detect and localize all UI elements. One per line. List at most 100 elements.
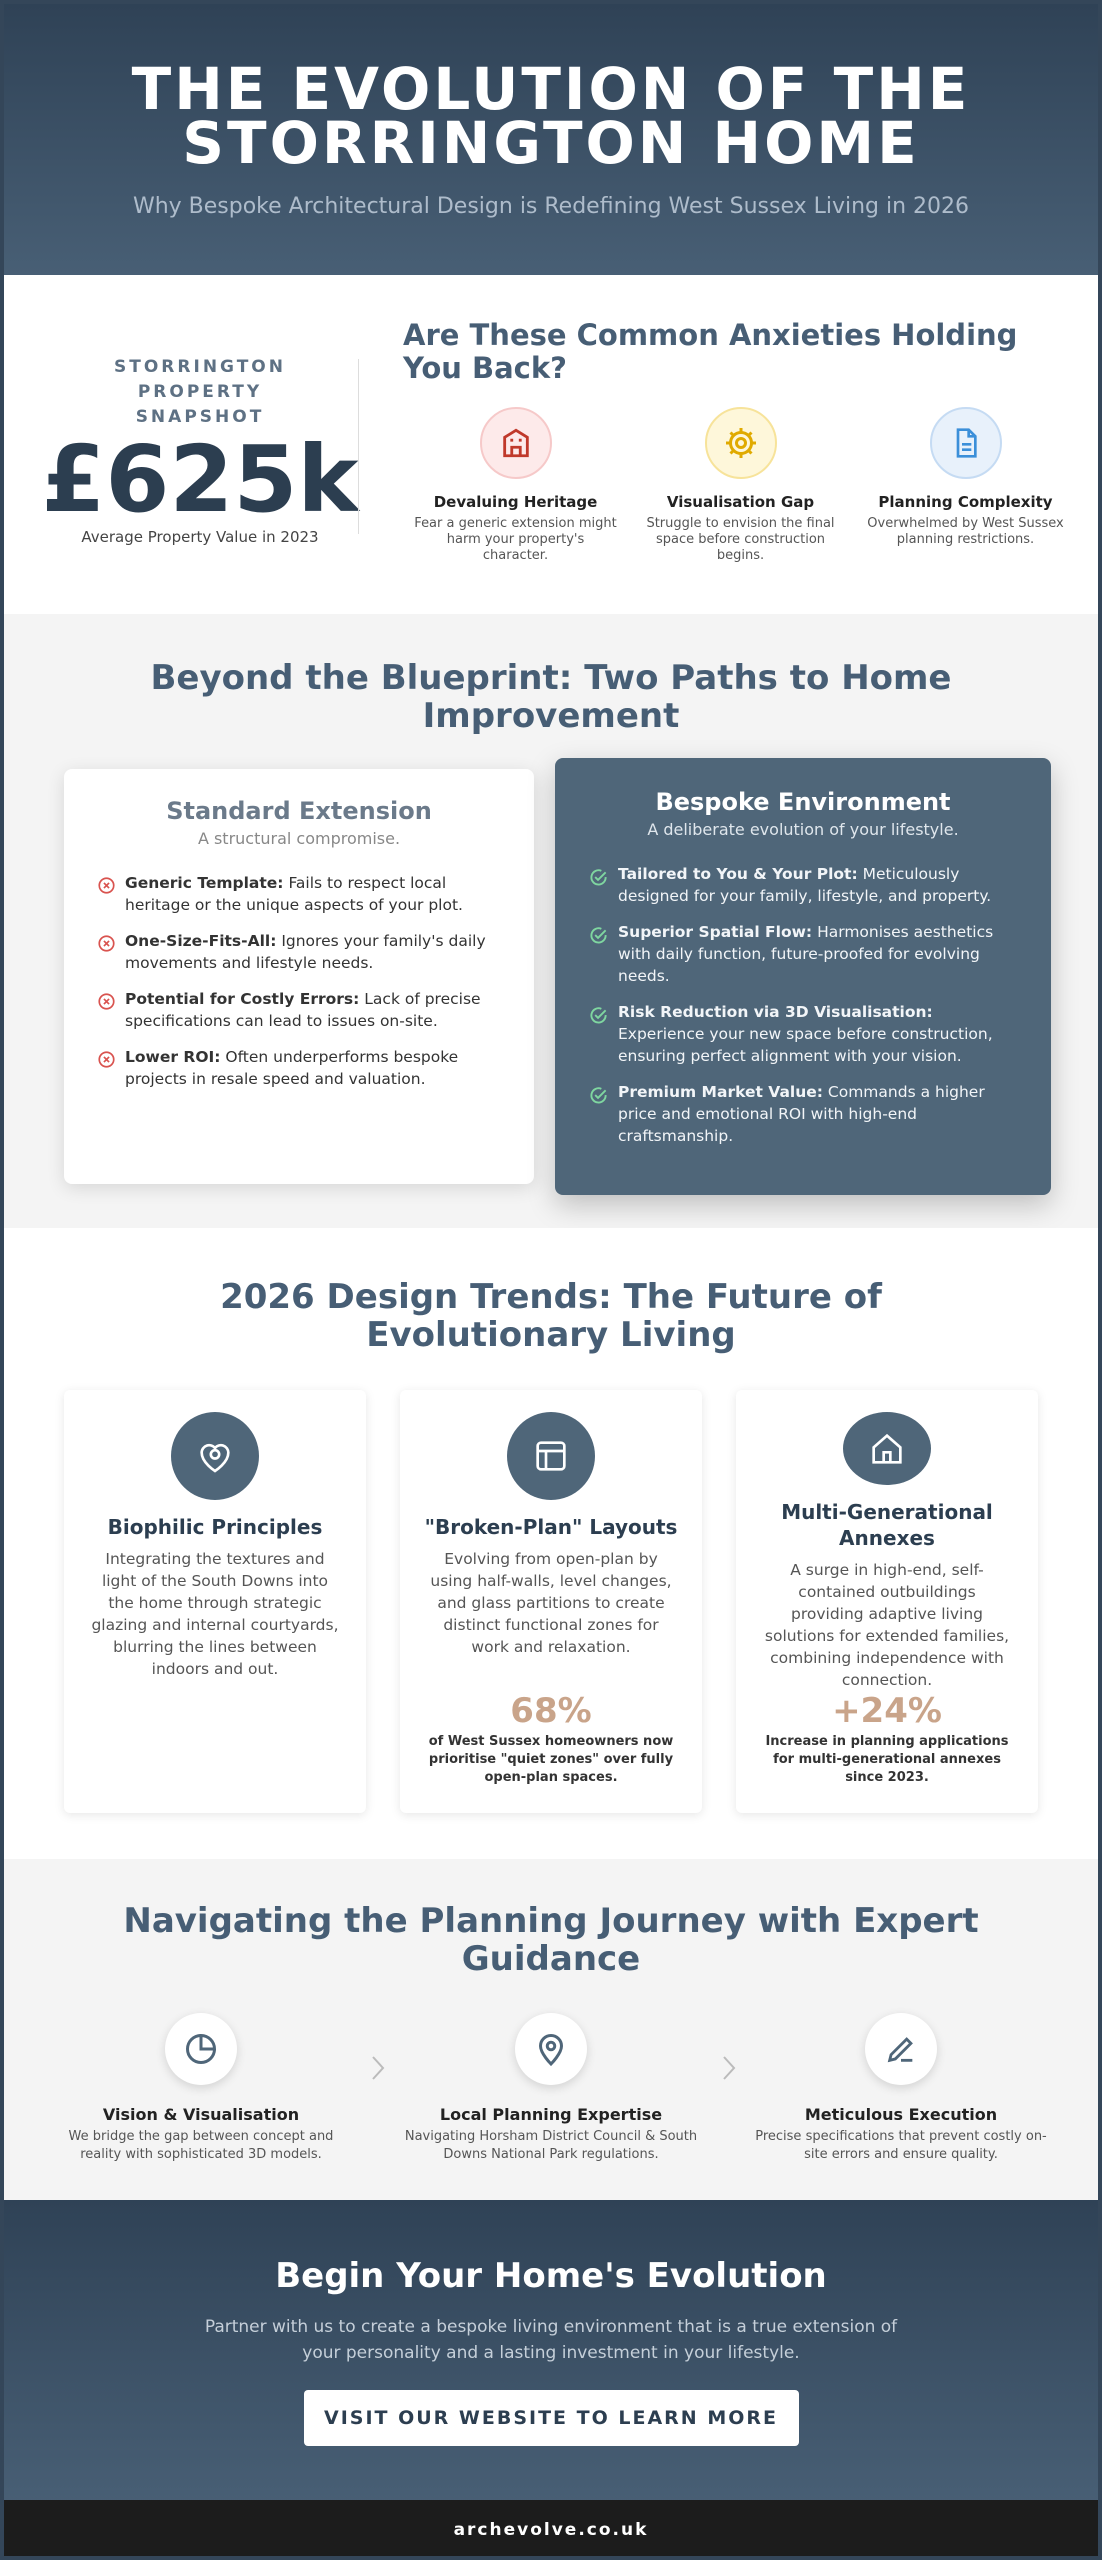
anxiety-text: Struggle to envision the final space bef… bbox=[646, 516, 835, 563]
check-icon bbox=[590, 1087, 607, 1104]
item-text: Potential for Costly Errors: Lack of pre… bbox=[125, 988, 504, 1032]
item-text: Generic Template: Fails to respect local… bbox=[125, 872, 504, 916]
item-label: Lower ROI: bbox=[125, 1048, 221, 1066]
item-description: Experience your new space before constru… bbox=[618, 1025, 993, 1065]
footer-url[interactable]: archevolve.co.uk bbox=[453, 2520, 649, 2540]
trend-icon bbox=[507, 1412, 595, 1500]
step: Meticulous Execution Precise specificati… bbox=[751, 2013, 1051, 2164]
page-title: THE EVOLUTION OF THE STORRINGTON HOME bbox=[131, 55, 971, 177]
section-heading: Navigating the Planning Journey with Exp… bbox=[123, 1901, 979, 1979]
trend-card: Multi-Generational Annexes A surge in hi… bbox=[736, 1390, 1038, 1813]
snapshot: STORRINGTON PROPERTY SNAPSHOT £625k Aver… bbox=[40, 355, 360, 546]
step-title: Vision & Visualisation bbox=[102, 2105, 300, 2124]
section-heading: Beyond the Blueprint: Two Paths to Home … bbox=[150, 658, 952, 736]
trend-title: "Broken-Plan" Layouts bbox=[424, 1515, 678, 1539]
item-description: Ignores your family's daily movements an… bbox=[125, 932, 486, 972]
anxiety-icon bbox=[929, 407, 1002, 479]
item-description: Commands a higher price and emotional RO… bbox=[618, 1083, 985, 1145]
trend-text: A surge in high-end, self-contained outb… bbox=[764, 1561, 1010, 1689]
item-text: Risk Reduction via 3D Visualisation: Exp… bbox=[618, 1001, 1021, 1067]
anxiety-text: Overwhelmed by West Sussex planning rest… bbox=[867, 516, 1064, 547]
cta-section: Begin Your Home's Evolution Partner with… bbox=[4, 2200, 1098, 2504]
step-title: Meticulous Execution bbox=[804, 2105, 998, 2124]
snapshot-label: STORRINGTON PROPERTY SNAPSHOT bbox=[114, 357, 286, 427]
anxiety-title: Planning Complexity bbox=[878, 493, 1053, 511]
cross-icon bbox=[98, 935, 115, 952]
divider bbox=[358, 359, 359, 534]
bespoke-card: Bespoke Environment A deliberate evoluti… bbox=[555, 758, 1051, 1195]
anxiety-row: Devaluing Heritage Fear a generic extens… bbox=[403, 407, 1083, 564]
cta-heading: Begin Your Home's Evolution bbox=[275, 2256, 827, 2296]
trend-text: Evolving from open-plan by using half-wa… bbox=[430, 1550, 672, 1656]
step: Local Planning Expertise Navigating Hors… bbox=[401, 2013, 701, 2164]
card-title: Bespoke Environment bbox=[655, 788, 951, 816]
snapshot-section: STORRINGTON PROPERTY SNAPSHOT £625k Aver… bbox=[4, 275, 1098, 614]
item-label: Tailored to You & Your Plot: bbox=[618, 865, 858, 883]
item-text: Premium Market Value: Commands a higher … bbox=[618, 1081, 1021, 1147]
item-description: Lack of precise specifications can lead … bbox=[125, 990, 481, 1030]
step: Vision & Visualisation We bridge the gap… bbox=[51, 2013, 351, 2164]
item-label: Risk Reduction via 3D Visualisation: bbox=[618, 1003, 933, 1021]
standard-list: Generic Template: Fails to respect local… bbox=[94, 872, 504, 1090]
header: THE EVOLUTION OF THE STORRINGTON HOME Wh… bbox=[4, 4, 1098, 275]
step-text: Precise specifications that prevent cost… bbox=[755, 2129, 1047, 2162]
list-item: Risk Reduction via 3D Visualisation: Exp… bbox=[585, 1001, 1021, 1067]
trend-stat-text: of West Sussex homeowners now prioritise… bbox=[428, 1734, 674, 1785]
trend-icon bbox=[843, 1412, 931, 1485]
trend-text: Integrating the textures and light of th… bbox=[91, 1550, 339, 1678]
card-subtitle: A structural compromise. bbox=[197, 829, 401, 848]
trend-stat-text: Increase in planning applications for mu… bbox=[765, 1734, 1009, 1785]
check-icon bbox=[590, 1007, 607, 1024]
item-text: Lower ROI: Often underperforms bespoke p… bbox=[125, 1046, 504, 1090]
footer: archevolve.co.uk bbox=[4, 2500, 1098, 2556]
item-label: One-Size-Fits-All: bbox=[125, 932, 277, 950]
item-label: Superior Spatial Flow: bbox=[618, 923, 813, 941]
step-text: We bridge the gap between concept and re… bbox=[68, 2129, 334, 2162]
item-description: Meticulously designed for your family, l… bbox=[618, 865, 992, 905]
item-label: Generic Template: bbox=[125, 874, 284, 892]
paths-section: Beyond the Blueprint: Two Paths to Home … bbox=[4, 614, 1098, 1228]
anxiety: Planning Complexity Overwhelmed by West … bbox=[853, 407, 1078, 564]
item-label: Potential for Costly Errors: bbox=[125, 990, 360, 1008]
item-text: Superior Spatial Flow: Harmonises aesthe… bbox=[618, 921, 1021, 987]
cta-button[interactable]: VISIT OUR WEBSITE TO LEARN MORE bbox=[303, 2390, 799, 2446]
anxiety-text: Fear a generic extension might harm your… bbox=[414, 516, 617, 563]
list-item: One-Size-Fits-All: Ignores your family's… bbox=[94, 930, 504, 974]
cross-icon bbox=[98, 877, 115, 894]
step-text: Navigating Horsham District Council & So… bbox=[404, 2129, 698, 2162]
list-item: Generic Template: Fails to respect local… bbox=[94, 872, 504, 916]
cta-text: Partner with us to create a bespoke livi… bbox=[204, 2317, 898, 2363]
check-icon bbox=[590, 927, 607, 944]
snapshot-value: £625k bbox=[41, 426, 359, 533]
standard-card: Standard Extension A structural compromi… bbox=[64, 769, 534, 1184]
step-title: Local Planning Expertise bbox=[439, 2105, 663, 2124]
bespoke-list: Tailored to You & Your Plot: Meticulousl… bbox=[585, 863, 1021, 1147]
anxiety-title: Devaluing Heritage bbox=[433, 493, 598, 511]
item-description: Often underperforms bespoke projects in … bbox=[125, 1048, 459, 1088]
trend-card: "Broken-Plan" Layouts Evolving from open… bbox=[400, 1390, 702, 1813]
snapshot-caption: Average Property Value in 2023 bbox=[81, 528, 319, 546]
list-item: Lower ROI: Often underperforms bespoke p… bbox=[94, 1046, 504, 1090]
item-label: Premium Market Value: bbox=[618, 1083, 823, 1101]
anxieties: Are These Common Anxieties Holding You B… bbox=[403, 319, 1083, 564]
item-description: Fails to respect local heritage or the u… bbox=[125, 874, 463, 914]
card-subtitle: A deliberate evolution of your lifestyle… bbox=[647, 820, 959, 839]
anxieties-heading: Are These Common Anxieties Holding You B… bbox=[403, 318, 1018, 385]
trend-icon bbox=[171, 1412, 259, 1500]
chevron bbox=[723, 2056, 736, 2080]
trend-card: Biophilic Principles Integrating the tex… bbox=[64, 1390, 366, 1813]
list-item: Potential for Costly Errors: Lack of pre… bbox=[94, 988, 504, 1032]
trend-stat: +24% bbox=[832, 1691, 942, 1731]
chevron bbox=[372, 2056, 385, 2080]
list-item: Superior Spatial Flow: Harmonises aesthe… bbox=[585, 921, 1021, 987]
section-heading: 2026 Design Trends: The Future of Evolut… bbox=[220, 1277, 882, 1355]
anxiety: Devaluing Heritage Fear a generic extens… bbox=[403, 407, 628, 564]
item-text: Tailored to You & Your Plot: Meticulousl… bbox=[618, 863, 1021, 907]
list-item: Premium Market Value: Commands a higher … bbox=[585, 1081, 1021, 1147]
subtitle: Why Bespoke Architectural Design is Rede… bbox=[132, 194, 970, 219]
anxiety-icon bbox=[479, 407, 552, 479]
anxiety-title: Visualisation Gap bbox=[666, 493, 815, 511]
trend-title: Biophilic Principles bbox=[107, 1515, 323, 1539]
